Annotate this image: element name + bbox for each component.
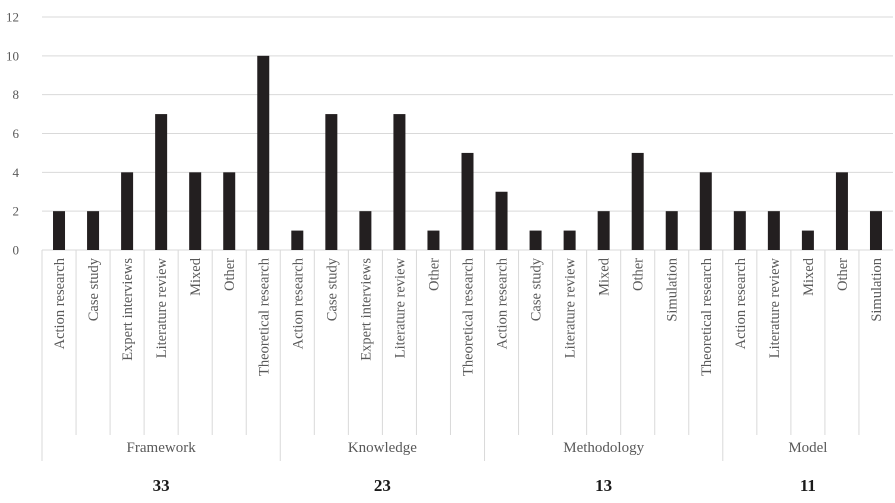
group-label: Model: [788, 440, 827, 456]
bars: [53, 55, 882, 251]
bar: [257, 55, 270, 251]
category-label: Theoretical research: [256, 257, 272, 376]
category-label: Action research: [733, 257, 749, 349]
bar: [393, 114, 406, 250]
category-label: Other: [222, 258, 238, 291]
y-tick-label: 8: [13, 87, 20, 102]
bar: [325, 114, 338, 250]
category-label: Action research: [495, 257, 511, 349]
bar: [291, 230, 304, 250]
bar: [869, 211, 882, 250]
category-label: Other: [835, 258, 851, 291]
bar: [597, 211, 610, 250]
category-label: Case study: [86, 257, 102, 321]
category-label: Literature review: [563, 257, 579, 358]
bar: [461, 152, 474, 250]
category-label: Action research: [52, 257, 68, 349]
bar: [733, 211, 746, 250]
category-label: Theoretical research: [461, 257, 477, 376]
category-label: Mixed: [801, 257, 817, 296]
y-tick-label: 12: [6, 10, 19, 25]
category-label: Literature review: [154, 257, 170, 358]
category-label: Other: [631, 258, 647, 291]
y-tick-label: 6: [13, 126, 20, 141]
group-label: Methodology: [563, 440, 644, 456]
group-label: Knowledge: [348, 440, 417, 456]
axes: [41, 249, 893, 461]
category-label: Mixed: [188, 257, 204, 296]
bar: [631, 152, 644, 250]
bar: [767, 211, 780, 250]
y-tick-label: 2: [13, 204, 20, 219]
bar: [665, 211, 678, 250]
group-label: Framework: [127, 440, 197, 456]
category-label: Other: [426, 258, 442, 291]
gridlines: [42, 16, 893, 212]
group-total: 13: [595, 476, 612, 495]
group-total: 11: [800, 476, 816, 495]
category-label: Simulation: [869, 257, 885, 321]
category-label: Literature review: [767, 257, 783, 358]
bar: [835, 172, 848, 250]
bar: [189, 172, 202, 250]
category-label: Simulation: [665, 257, 681, 321]
labels: 0 2 4 6 8 10 12 Action research Case study Expert…: [6, 10, 885, 496]
bar: [801, 230, 814, 250]
bar: [529, 230, 542, 250]
category-label: Expert interviews: [358, 258, 374, 361]
bar: [87, 211, 100, 250]
y-tick-label: 10: [6, 48, 19, 63]
bar: [427, 230, 440, 250]
bar: [53, 211, 66, 250]
group-total: 23: [374, 476, 391, 495]
category-label: Expert interviews: [120, 258, 136, 361]
category-label: Case study: [324, 257, 340, 321]
bar: [155, 114, 168, 250]
bar: [699, 172, 712, 250]
bar: [223, 172, 236, 250]
bar: [495, 191, 508, 250]
bar: [121, 172, 134, 250]
group-total: 33: [153, 476, 170, 495]
category-label: Theoretical research: [699, 257, 715, 376]
category-label: Mixed: [597, 257, 613, 296]
bar: [563, 230, 576, 250]
category-label: Action research: [290, 257, 306, 349]
y-tick-label: 0: [13, 243, 20, 258]
category-label: Case study: [529, 257, 545, 321]
category-label: Literature review: [392, 257, 408, 358]
bar: [359, 211, 372, 250]
y-tick-label: 4: [13, 165, 20, 180]
